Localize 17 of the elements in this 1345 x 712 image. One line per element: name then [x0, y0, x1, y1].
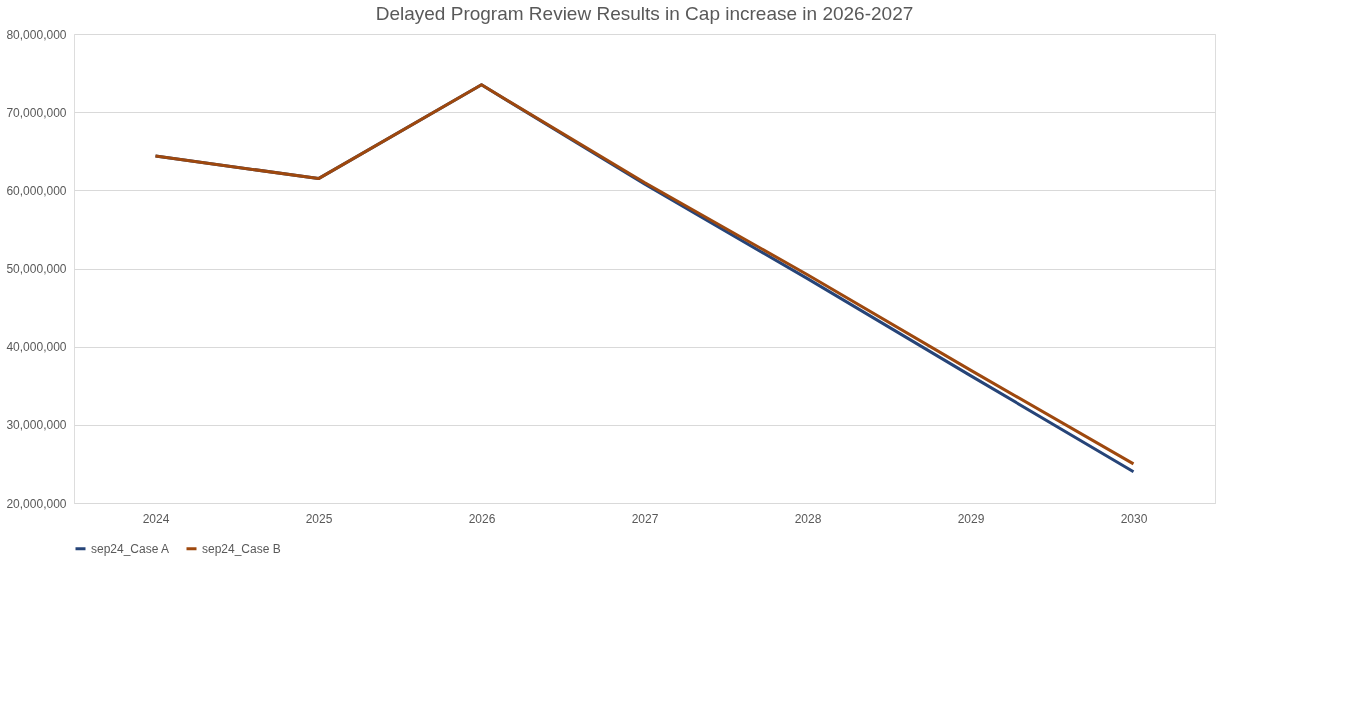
x-tick-label: 2025: [305, 511, 333, 526]
x-tick-label: 2030: [1120, 511, 1148, 526]
y-tick-label: 80,000,000: [6, 27, 67, 42]
y-tick-label: 40,000,000: [6, 340, 67, 355]
y-tick-label: 20,000,000: [6, 496, 67, 511]
x-tick-label: 2028: [794, 511, 822, 526]
x-tick-label: 2024: [142, 511, 170, 526]
y-tick-label: 60,000,000: [6, 183, 67, 198]
x-tick-label: 2026: [468, 511, 496, 526]
legend-label: sep24_Case B: [202, 541, 281, 556]
y-tick-label: 70,000,000: [6, 105, 67, 120]
y-tick-label: 50,000,000: [6, 262, 67, 276]
x-tick-label: 2027: [631, 511, 659, 526]
legend-label: sep24_Case A: [91, 541, 170, 556]
chart-title: Delayed Program Review Results in Cap increase in 2026-2027: [375, 3, 914, 24]
y-tick-label: 30,000,000: [6, 418, 67, 433]
x-tick-label: 2029: [957, 511, 985, 526]
